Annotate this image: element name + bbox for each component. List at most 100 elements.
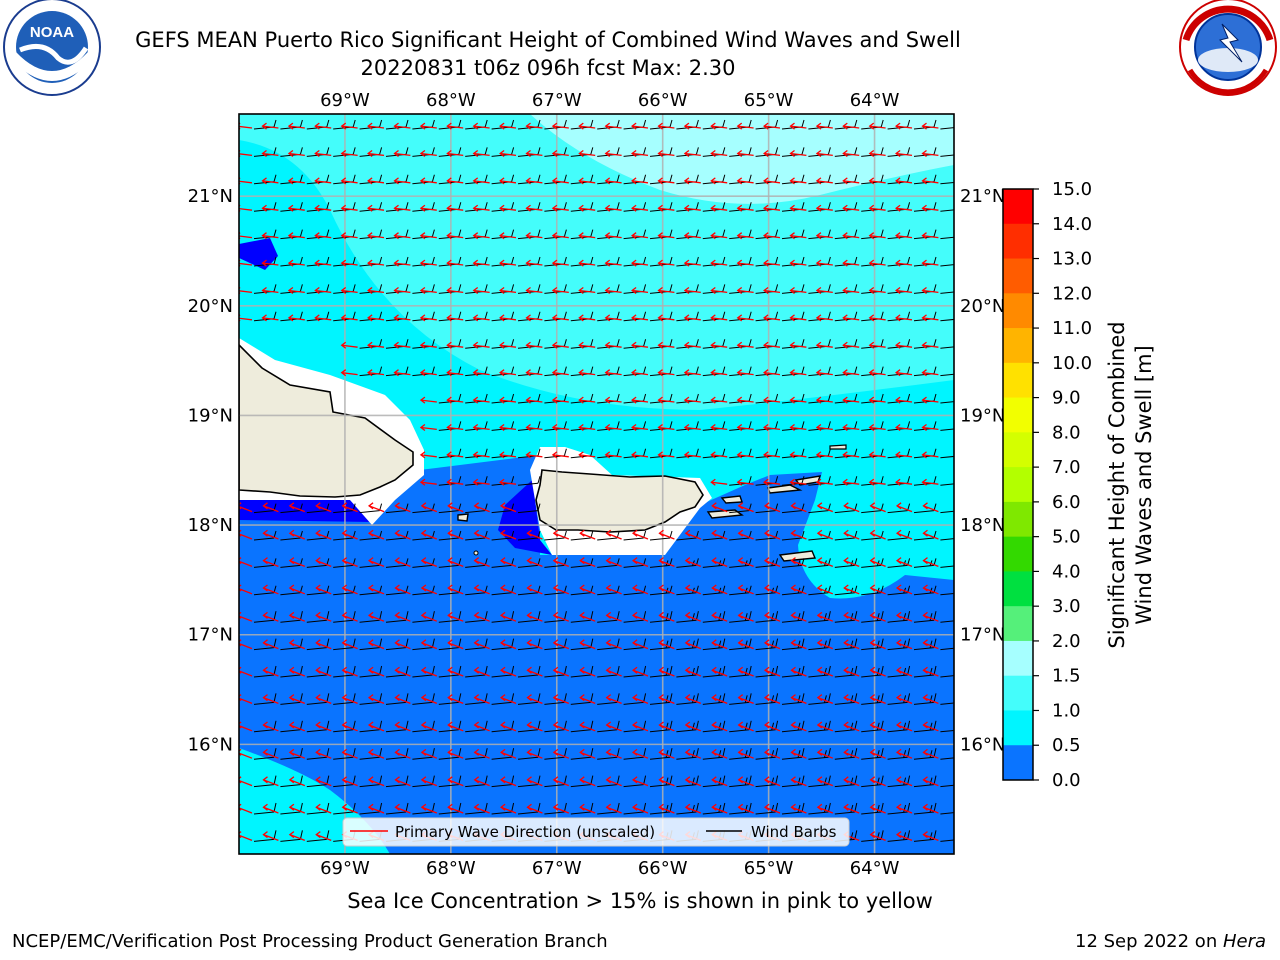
wind-barb-feather — [880, 638, 884, 648]
sea-ice-caption-text: Sea Ice Concentration > 15% is shown in … — [347, 889, 933, 913]
wave-arrow — [737, 207, 754, 211]
wave-arrow — [738, 779, 754, 787]
wave-arrowhead — [605, 557, 612, 565]
wave-arrow — [791, 779, 807, 787]
wind-barb-feather — [669, 174, 673, 182]
wind-barb-feather — [458, 611, 462, 621]
wind-barb-shaft — [412, 564, 433, 568]
wave-arrowhead — [420, 803, 427, 811]
wave-arrowhead — [895, 478, 901, 486]
wave-arrowhead — [341, 611, 348, 619]
wave-arrowhead — [868, 314, 875, 322]
wave-arrowhead — [287, 286, 294, 295]
colorbar-frame — [1002, 188, 1034, 781]
wave-arrowhead — [869, 502, 876, 510]
wave-arrowhead — [367, 611, 374, 619]
wave-arrow — [843, 152, 860, 157]
wind-barb-feather — [801, 638, 805, 648]
wind-barb-shaft — [623, 674, 644, 678]
wind-barb-shaft — [781, 674, 803, 678]
wind-barb-shaft — [623, 729, 644, 733]
wind-barb-shaft — [834, 647, 855, 651]
wave-arrowhead — [315, 694, 321, 702]
wave-arrowhead — [393, 232, 399, 240]
wind-barb-shaft — [913, 564, 935, 568]
wave-arrowhead — [315, 831, 321, 839]
wave-arrow — [711, 454, 728, 458]
wind-barb-shaft — [359, 729, 380, 733]
lon-label-bottom: 66°W — [638, 858, 688, 879]
wind-barb-shaft — [781, 811, 803, 815]
wave-arrow — [448, 560, 464, 568]
wind-barb-feather — [563, 393, 567, 402]
wind-barb-shaft — [570, 592, 591, 596]
wind-barb-feather — [775, 229, 779, 237]
wave-arrow — [527, 724, 543, 732]
wind-barb-feather — [827, 174, 831, 182]
wind-barb-feather — [563, 256, 567, 265]
wind-barb-feather — [907, 393, 911, 402]
wind-barb-shaft — [702, 647, 723, 651]
wave-arrowhead — [868, 177, 875, 185]
wave-arrow — [368, 560, 385, 568]
wave-arrowhead — [737, 529, 744, 537]
wind-barb-shaft — [755, 756, 776, 760]
wind-barb-shaft — [861, 592, 882, 596]
wave-arrow — [527, 614, 543, 622]
wind-barb-feather — [590, 256, 594, 265]
wave-arrowhead — [551, 232, 558, 240]
wind-barb-feather — [379, 256, 383, 265]
wave-arrowhead — [341, 694, 348, 702]
wave-arrowhead — [579, 557, 585, 565]
wind-barb-feather — [880, 147, 884, 155]
wave-arrow — [764, 289, 781, 294]
wave-arrow — [738, 505, 754, 513]
wind-barb-feather — [956, 805, 958, 813]
wind-barb-feather — [933, 147, 937, 155]
wind-barb-feather — [643, 693, 647, 703]
wind-barb-feather — [929, 777, 933, 786]
wind-barb-feather — [775, 311, 779, 319]
wave-arrowhead — [367, 721, 374, 729]
wave-arrow — [263, 560, 279, 568]
wave-arrowhead — [525, 314, 531, 322]
wave-arrow — [368, 344, 385, 348]
wind-barb-shaft — [913, 592, 935, 596]
wave-arrowhead — [473, 694, 480, 702]
wave-arrowhead — [394, 721, 400, 729]
wave-arrowhead — [499, 776, 506, 784]
wave-arrowhead — [472, 396, 479, 404]
wave-arrow — [817, 505, 834, 513]
wave-arrow — [288, 207, 305, 211]
wave-arrow — [869, 344, 886, 348]
wind-barb-feather — [299, 119, 303, 128]
wind-barb-shaft — [755, 564, 776, 568]
wind-barb-shaft — [781, 756, 803, 760]
wave-arrowhead — [657, 396, 663, 404]
wind-barb-shaft — [755, 811, 776, 815]
wind-barb-feather — [827, 202, 831, 210]
wave-arrow — [289, 505, 306, 513]
wave-arrowhead — [736, 396, 743, 404]
colorbar-bin — [1003, 189, 1033, 225]
wind-barb-feather — [801, 665, 805, 676]
wave-arrowhead — [526, 776, 532, 784]
wind-barb-shaft — [808, 811, 829, 815]
wave-arrowhead — [447, 776, 453, 784]
wave-arrow — [288, 125, 305, 129]
wind-barb-feather — [695, 802, 699, 813]
wind-barb-feather — [903, 804, 907, 813]
wave-arrow — [239, 317, 253, 321]
wave-arrow — [790, 481, 807, 485]
wave-arrowhead — [684, 639, 691, 647]
wave-arrowhead — [446, 204, 452, 212]
wind-barb-feather — [379, 119, 383, 128]
wind-barb-feather — [299, 202, 303, 210]
wave-arrow — [764, 262, 781, 266]
wave-arrow — [737, 344, 754, 348]
noaa-logo-text: NOAA — [30, 24, 74, 41]
wind-barb-feather — [744, 722, 748, 731]
wind-barb-shaft — [940, 428, 954, 431]
wave-arrowhead — [815, 149, 822, 158]
wave-arrowhead — [683, 122, 690, 130]
